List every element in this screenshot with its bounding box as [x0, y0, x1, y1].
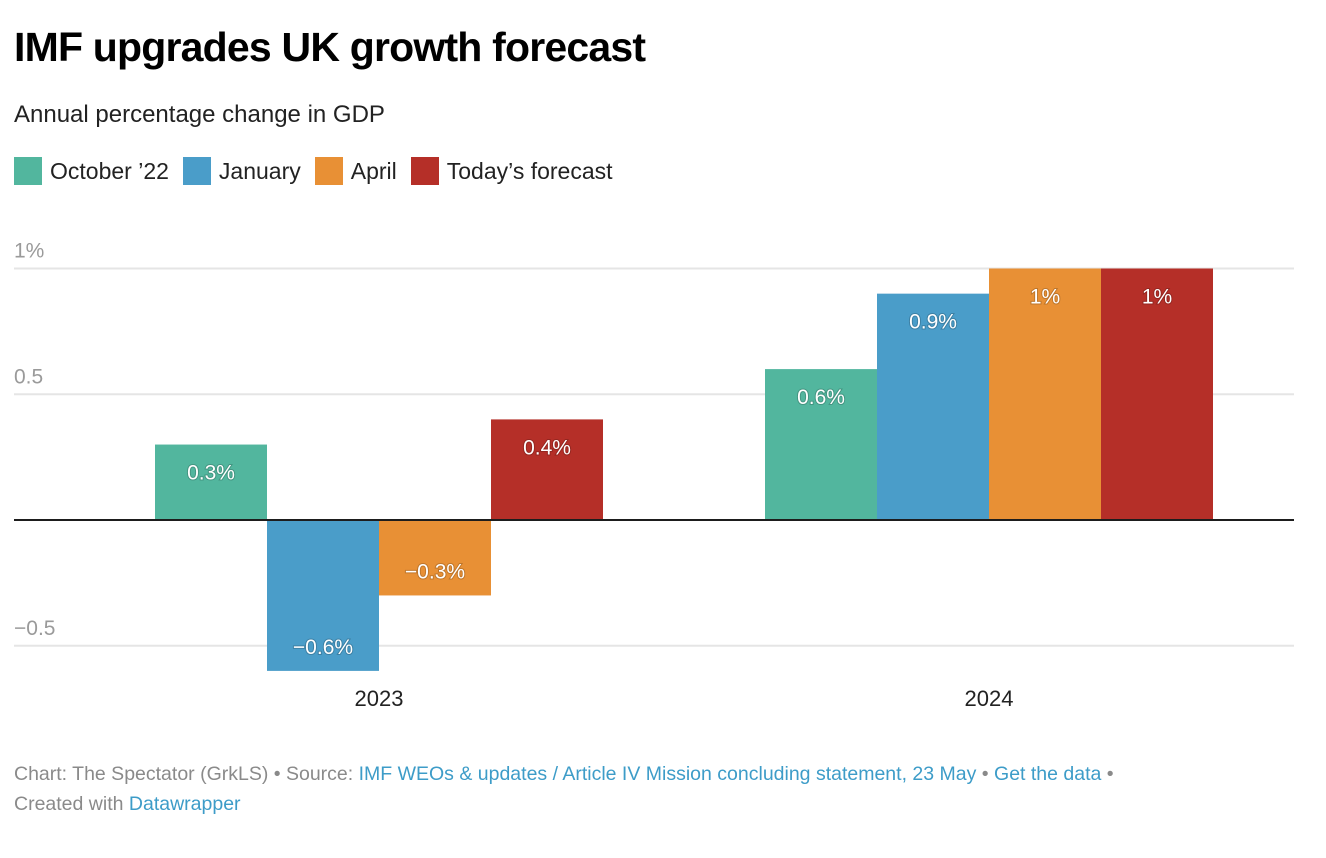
- chart-footer: Chart: The Spectator (GrkLS) • Source: I…: [14, 759, 1314, 819]
- legend-item-january: January: [182, 157, 301, 185]
- legend-swatch: [14, 157, 42, 185]
- source-link[interactable]: IMF WEOs & updates / Article IV Mission …: [358, 763, 977, 785]
- y-tick-label: 0.5: [14, 365, 43, 388]
- bar: [155, 444, 267, 520]
- bar: [1101, 268, 1213, 520]
- bar-value-label: 1%: [1142, 286, 1172, 309]
- legend-item-april: April: [314, 157, 397, 185]
- bar-value-label: 0.9%: [909, 311, 957, 334]
- bar-value-label: 0.4%: [523, 436, 571, 459]
- legend-swatch: [314, 157, 343, 185]
- bar-value-label: 0.6%: [797, 386, 845, 409]
- bar: [379, 520, 491, 596]
- bar-value-label: 1%: [1030, 286, 1060, 309]
- datawrapper-link[interactable]: Datawrapper: [128, 793, 241, 815]
- footer-created-with: Created with: [14, 793, 129, 815]
- bar: [765, 369, 877, 520]
- footer-separator: •: [1101, 763, 1114, 785]
- legend-swatch: [410, 157, 439, 185]
- bar-value-label: 0.3%: [187, 462, 235, 485]
- x-category-label: 2024: [965, 686, 1014, 711]
- bar: [989, 268, 1101, 520]
- legend-item-todays-forecast: Today’s forecast: [410, 157, 613, 185]
- x-category-label: 2023: [355, 686, 404, 711]
- bar: [877, 293, 989, 520]
- legend: October ’22 January April Today’s foreca…: [14, 157, 627, 185]
- footer-separator: •: [976, 763, 995, 785]
- legend-swatch: [182, 157, 211, 185]
- legend-label: Today’s forecast: [446, 157, 613, 184]
- bar-value-label: −0.6%: [293, 636, 353, 659]
- bar: [491, 419, 603, 520]
- get-the-data-link[interactable]: Get the data: [994, 763, 1102, 785]
- chart-title: IMF upgrades UK growth forecast: [14, 24, 646, 70]
- footer-credit: Chart: The Spectator (GrkLS) • Source:: [14, 763, 359, 785]
- y-tick-label: 1%: [14, 240, 44, 263]
- bar: [267, 520, 379, 671]
- y-tick-label: −0.5: [14, 617, 55, 640]
- legend-item-october-22: October ’22: [14, 157, 169, 185]
- bar-value-label: −0.3%: [405, 560, 465, 583]
- chart-subtitle: Annual percentage change in GDP: [14, 101, 385, 128]
- legend-label: October ’22: [50, 157, 169, 184]
- legend-label: April: [350, 157, 397, 184]
- legend-label: January: [218, 157, 301, 184]
